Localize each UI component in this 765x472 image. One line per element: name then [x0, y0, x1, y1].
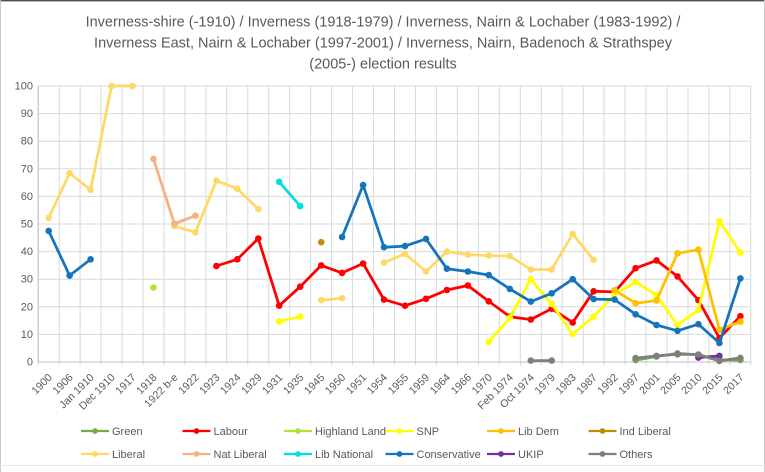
svg-text:Others: Others	[620, 449, 654, 461]
svg-text:40: 40	[21, 246, 33, 258]
svg-text:90: 90	[21, 108, 33, 120]
svg-text:(2005-) election results: (2005-) election results	[309, 57, 457, 73]
svg-text:Ind Liberal: Ind Liberal	[620, 426, 671, 438]
svg-text:SNP: SNP	[417, 426, 440, 438]
svg-text:60: 60	[21, 191, 33, 203]
svg-text:10: 10	[21, 329, 33, 341]
svg-text:Lib National: Lib National	[315, 449, 373, 461]
svg-text:Green: Green	[112, 426, 143, 438]
svg-text:30: 30	[21, 274, 33, 286]
svg-text:Nat Liberal: Nat Liberal	[214, 449, 267, 461]
svg-text:Lib Dem: Lib Dem	[518, 426, 559, 438]
svg-text:Highland Land: Highland Land	[315, 426, 386, 438]
svg-text:70: 70	[21, 163, 33, 175]
svg-text:Liberal: Liberal	[112, 449, 145, 461]
svg-text:80: 80	[21, 136, 33, 148]
svg-text:UKIP: UKIP	[518, 449, 544, 461]
svg-text:Conservative: Conservative	[417, 449, 481, 461]
svg-text:Inverness-shire (-1910) / Inve: Inverness-shire (-1910) / Inverness (191…	[86, 15, 682, 31]
svg-text:100: 100	[15, 81, 33, 93]
svg-text:Labour: Labour	[214, 426, 249, 438]
svg-text:50: 50	[21, 219, 33, 231]
svg-text:0: 0	[27, 357, 33, 369]
svg-text:20: 20	[21, 301, 33, 313]
svg-text:Inverness East, Nairn & Lochab: Inverness East, Nairn & Lochaber (1997-2…	[94, 36, 673, 52]
